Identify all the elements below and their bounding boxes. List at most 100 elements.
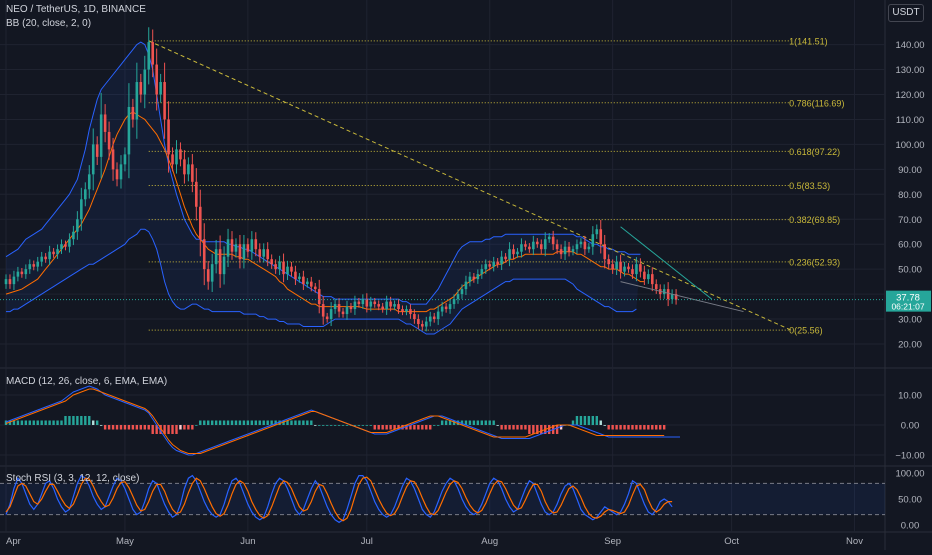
candle-body[interactable] xyxy=(444,306,448,310)
candle-body[interactable] xyxy=(306,281,309,285)
candle-body[interactable] xyxy=(460,289,464,295)
candle-body[interactable] xyxy=(615,261,618,270)
candle-body[interactable] xyxy=(516,251,519,255)
candle-body[interactable] xyxy=(191,164,194,182)
candle-body[interactable] xyxy=(266,249,269,260)
candle-body[interactable] xyxy=(171,154,174,165)
candle-body[interactable] xyxy=(496,261,499,265)
stoch-rsi-pane[interactable] xyxy=(0,474,885,524)
candle-body[interactable] xyxy=(345,306,349,315)
candle-body[interactable] xyxy=(242,244,246,260)
candle-body[interactable] xyxy=(298,276,301,280)
candle-body[interactable] xyxy=(528,246,531,250)
candle-body[interactable] xyxy=(377,304,381,307)
candle-body[interactable] xyxy=(198,206,202,240)
candle-body[interactable] xyxy=(508,249,511,260)
candle-body[interactable] xyxy=(532,241,535,250)
candle-body[interactable] xyxy=(135,82,139,120)
candle-body[interactable] xyxy=(107,131,111,150)
candle-body[interactable] xyxy=(480,269,484,275)
candle-body[interactable] xyxy=(567,246,571,252)
candle-body[interactable] xyxy=(68,239,71,247)
bb-indicator-label[interactable]: BB (20, close, 2, 0) xyxy=(6,18,92,29)
candle-body[interactable] xyxy=(151,42,155,65)
candle-body[interactable] xyxy=(635,264,638,275)
candle-body[interactable] xyxy=(147,42,151,70)
candle-body[interactable] xyxy=(48,251,51,260)
candle-body[interactable] xyxy=(643,271,646,280)
candle-body[interactable] xyxy=(187,164,190,175)
candle-body[interactable] xyxy=(417,319,420,325)
candle-body[interactable] xyxy=(389,301,392,307)
candle-body[interactable] xyxy=(325,316,329,320)
candle-body[interactable] xyxy=(80,199,83,220)
candle-body[interactable] xyxy=(524,244,527,247)
descending-trendline[interactable] xyxy=(148,40,792,331)
candle-body[interactable] xyxy=(310,281,313,287)
candle-body[interactable] xyxy=(607,259,610,265)
candle-body[interactable] xyxy=(662,289,666,295)
candle-body[interactable] xyxy=(369,301,373,307)
candle-body[interactable] xyxy=(183,159,186,175)
candle-body[interactable] xyxy=(52,251,55,255)
candle-body[interactable] xyxy=(551,236,555,245)
axes-layer[interactable]: 20.0030.0040.0050.0060.0070.0080.0090.00… xyxy=(0,40,931,547)
candle-body[interactable] xyxy=(488,264,492,267)
candle-body[interactable] xyxy=(155,64,158,95)
candle-body[interactable] xyxy=(195,181,198,207)
candle-body[interactable] xyxy=(472,276,476,280)
candle-body[interactable] xyxy=(571,249,575,252)
candle-body[interactable] xyxy=(274,264,277,270)
candle-body[interactable] xyxy=(131,106,135,120)
candle-body[interactable] xyxy=(218,249,222,275)
drawings-layer[interactable] xyxy=(620,226,744,313)
candle-body[interactable] xyxy=(333,304,337,310)
candle-body[interactable] xyxy=(28,264,32,270)
candle-body[interactable] xyxy=(222,256,226,275)
candle-body[interactable] xyxy=(111,149,115,170)
candle-body[interactable] xyxy=(103,114,107,132)
candle-body[interactable] xyxy=(385,301,388,310)
candle-body[interactable] xyxy=(476,274,480,280)
candle-body[interactable] xyxy=(337,304,341,312)
stoch-rsi-indicator-label[interactable]: Stoch RSI (3, 3, 12, 12, close) xyxy=(6,473,140,484)
candle-body[interactable] xyxy=(539,244,543,250)
candle-body[interactable] xyxy=(623,266,626,272)
candle-body[interactable] xyxy=(202,239,206,270)
candle-body[interactable] xyxy=(99,114,103,157)
candle-body[interactable] xyxy=(583,241,587,250)
candle-body[interactable] xyxy=(60,244,63,250)
candle-body[interactable] xyxy=(20,271,24,275)
candle-body[interactable] xyxy=(234,244,238,252)
candle-body[interactable] xyxy=(40,256,43,262)
candle-body[interactable] xyxy=(373,301,377,305)
wedge-lower-line[interactable] xyxy=(620,281,744,313)
candle-body[interactable] xyxy=(139,82,143,95)
candle-body[interactable] xyxy=(349,306,353,310)
candle-body[interactable] xyxy=(674,294,678,300)
candle-body[interactable] xyxy=(381,306,384,310)
candle-body[interactable] xyxy=(91,144,95,175)
candle-body[interactable] xyxy=(555,244,559,250)
candles-layer[interactable] xyxy=(4,27,678,332)
candle-body[interactable] xyxy=(464,281,468,290)
candle-body[interactable] xyxy=(631,269,634,275)
candle-body[interactable] xyxy=(230,239,234,252)
candle-body[interactable] xyxy=(424,321,428,327)
candle-body[interactable] xyxy=(258,249,262,257)
candle-body[interactable] xyxy=(666,289,670,300)
candle-body[interactable] xyxy=(591,234,595,247)
candle-body[interactable] xyxy=(405,309,408,312)
candle-body[interactable] xyxy=(353,301,357,310)
candle-body[interactable] xyxy=(547,236,551,240)
candle-body[interactable] xyxy=(397,304,400,310)
candle-body[interactable] xyxy=(12,276,16,285)
macd-indicator-label[interactable]: MACD (12, 26, close, 6, EMA, EMA) xyxy=(6,376,168,387)
candle-body[interactable] xyxy=(413,314,416,320)
macd-pane[interactable] xyxy=(0,385,885,456)
candle-body[interactable] xyxy=(115,169,119,180)
candle-body[interactable] xyxy=(294,271,297,280)
candle-body[interactable] xyxy=(559,249,563,255)
candle-body[interactable] xyxy=(428,316,432,322)
